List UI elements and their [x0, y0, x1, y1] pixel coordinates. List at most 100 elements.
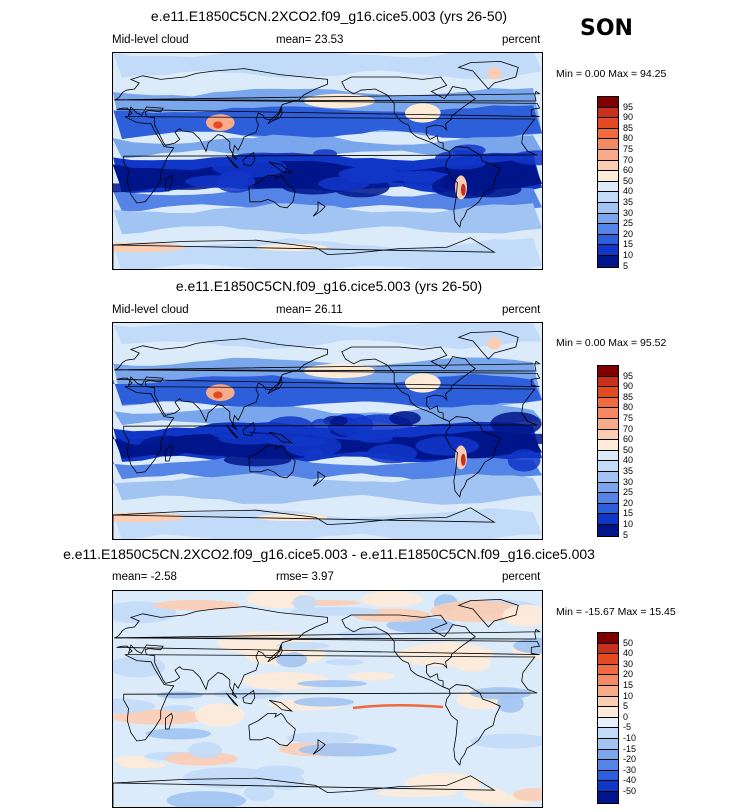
cloud-blob [313, 149, 338, 159]
colorbar-tick-label: 50 [623, 444, 634, 455]
colorbar-tick-label: 95 [623, 101, 634, 112]
diff-stripe [352, 703, 444, 710]
cloud-band [113, 53, 542, 80]
cloud-hotspot [487, 337, 502, 350]
colorbar-tick-label: 25 [623, 218, 634, 229]
colorbar-tick-label: 70 [623, 154, 634, 165]
diff-blob [114, 755, 149, 766]
colorbar-segment [598, 202, 618, 214]
panel1-mean-label: mean= 23.53 [276, 34, 344, 46]
colorbar-segment [598, 181, 618, 193]
colorbar-segment [598, 471, 618, 483]
panel3-colorbar [597, 632, 619, 804]
panel3-unit-label: percent [502, 571, 541, 583]
colorbar-segment [598, 245, 618, 256]
diff-blob [183, 767, 274, 789]
cloud-blob [441, 171, 511, 187]
coastline [114, 68, 541, 161]
panel3-map [112, 590, 543, 808]
colorbar-segment [598, 429, 618, 441]
panel3-rmse-label: rmse= 3.97 [276, 571, 334, 583]
panel2-left-label: Mid-level cloud [112, 304, 189, 316]
cloud-band [113, 203, 542, 235]
diff-blob [276, 642, 329, 650]
cloud-blob [415, 436, 480, 456]
coastline [225, 692, 239, 707]
cloud-blob [435, 150, 489, 166]
panel3-mean-label: mean= -2.58 [112, 571, 177, 583]
diff-blob [453, 655, 491, 672]
cloud-blob [210, 427, 250, 439]
colorbar-segment [598, 376, 618, 388]
cloud-band [113, 473, 542, 505]
diff-blob [164, 751, 238, 766]
colorbar-tick-label: 35 [623, 197, 634, 207]
diff-blob [497, 694, 524, 713]
coastline [165, 174, 174, 192]
colorbar-segment [598, 234, 618, 246]
colorbar-tick-label: 80 [623, 133, 634, 144]
diff-blob [243, 784, 275, 802]
colorbar-segment [598, 128, 618, 140]
colorbar-tick-label: 30 [623, 476, 634, 487]
colorbar-tick-label: 80 [623, 402, 634, 413]
panel3-title: e.e11.E1850C5CN.2XCO2.f09_g16.cice5.003 … [63, 546, 595, 562]
colorbar-segment [598, 160, 618, 172]
colorbar-tick-label: 85 [623, 391, 634, 402]
coastline [312, 471, 326, 487]
cloud-blob [310, 418, 332, 435]
colorbar-tick-label: 10 [623, 519, 634, 529]
diff-blob [113, 656, 166, 678]
coastline [123, 116, 538, 204]
colorbar-tick-label: 15 [623, 239, 634, 250]
diff-blob [360, 591, 423, 608]
diff-blob [156, 691, 203, 699]
colorbar-segment [598, 664, 618, 676]
coastline [457, 598, 519, 628]
colorbar-tick-label: 40 [623, 186, 634, 197]
colorbar-tick-label: -30 [623, 764, 637, 775]
colorbar-segment [598, 685, 618, 697]
colorbar-segment [598, 524, 618, 536]
diff-blob [405, 773, 482, 793]
coastline [267, 105, 283, 125]
colorbar-tick-label: 0 [623, 711, 629, 722]
colorbar-segment [598, 171, 618, 182]
cloud-blob [341, 166, 400, 184]
diff-blob [347, 672, 396, 681]
colorbar-segment [598, 192, 618, 203]
colorbar-segment [598, 397, 618, 409]
diff-blob [376, 789, 457, 797]
coastline [225, 154, 239, 169]
cloud-band [113, 237, 542, 269]
colorbar-segment [598, 514, 618, 525]
colorbar-segment [598, 643, 618, 655]
diff-blob [502, 604, 542, 627]
colorbar-tick-label: 40 [623, 648, 634, 659]
colorbar-segment [598, 408, 618, 419]
diff-blob [145, 728, 212, 740]
colorbar-segment [598, 107, 618, 119]
cloud-band [113, 508, 542, 539]
colorbar-tick-label: 5 [623, 260, 629, 271]
colorbar-segment [598, 255, 618, 267]
diff-blob [292, 595, 317, 611]
cloud-blob [113, 183, 150, 193]
coastline [242, 689, 256, 705]
coastline [114, 338, 541, 431]
diff-blob [430, 600, 523, 623]
cloud-hotspot [404, 373, 441, 393]
map-canvas [113, 591, 542, 807]
coastline [113, 507, 496, 539]
diff-blob [470, 733, 542, 749]
colorbar-segment [598, 770, 618, 782]
coastline [242, 151, 256, 167]
colorbar-tick-label: 15 [623, 680, 634, 690]
coastline [165, 444, 174, 462]
panel2-title: e.e11.E1850C5CN.f09_g16.cice5.003 (yrs 2… [175, 278, 483, 294]
cloud-hotspot [460, 453, 466, 466]
panel1-map [112, 52, 543, 270]
colorbar-tick-label: 50 [623, 175, 634, 186]
coastline [114, 628, 541, 640]
cloud-blob [184, 175, 252, 188]
